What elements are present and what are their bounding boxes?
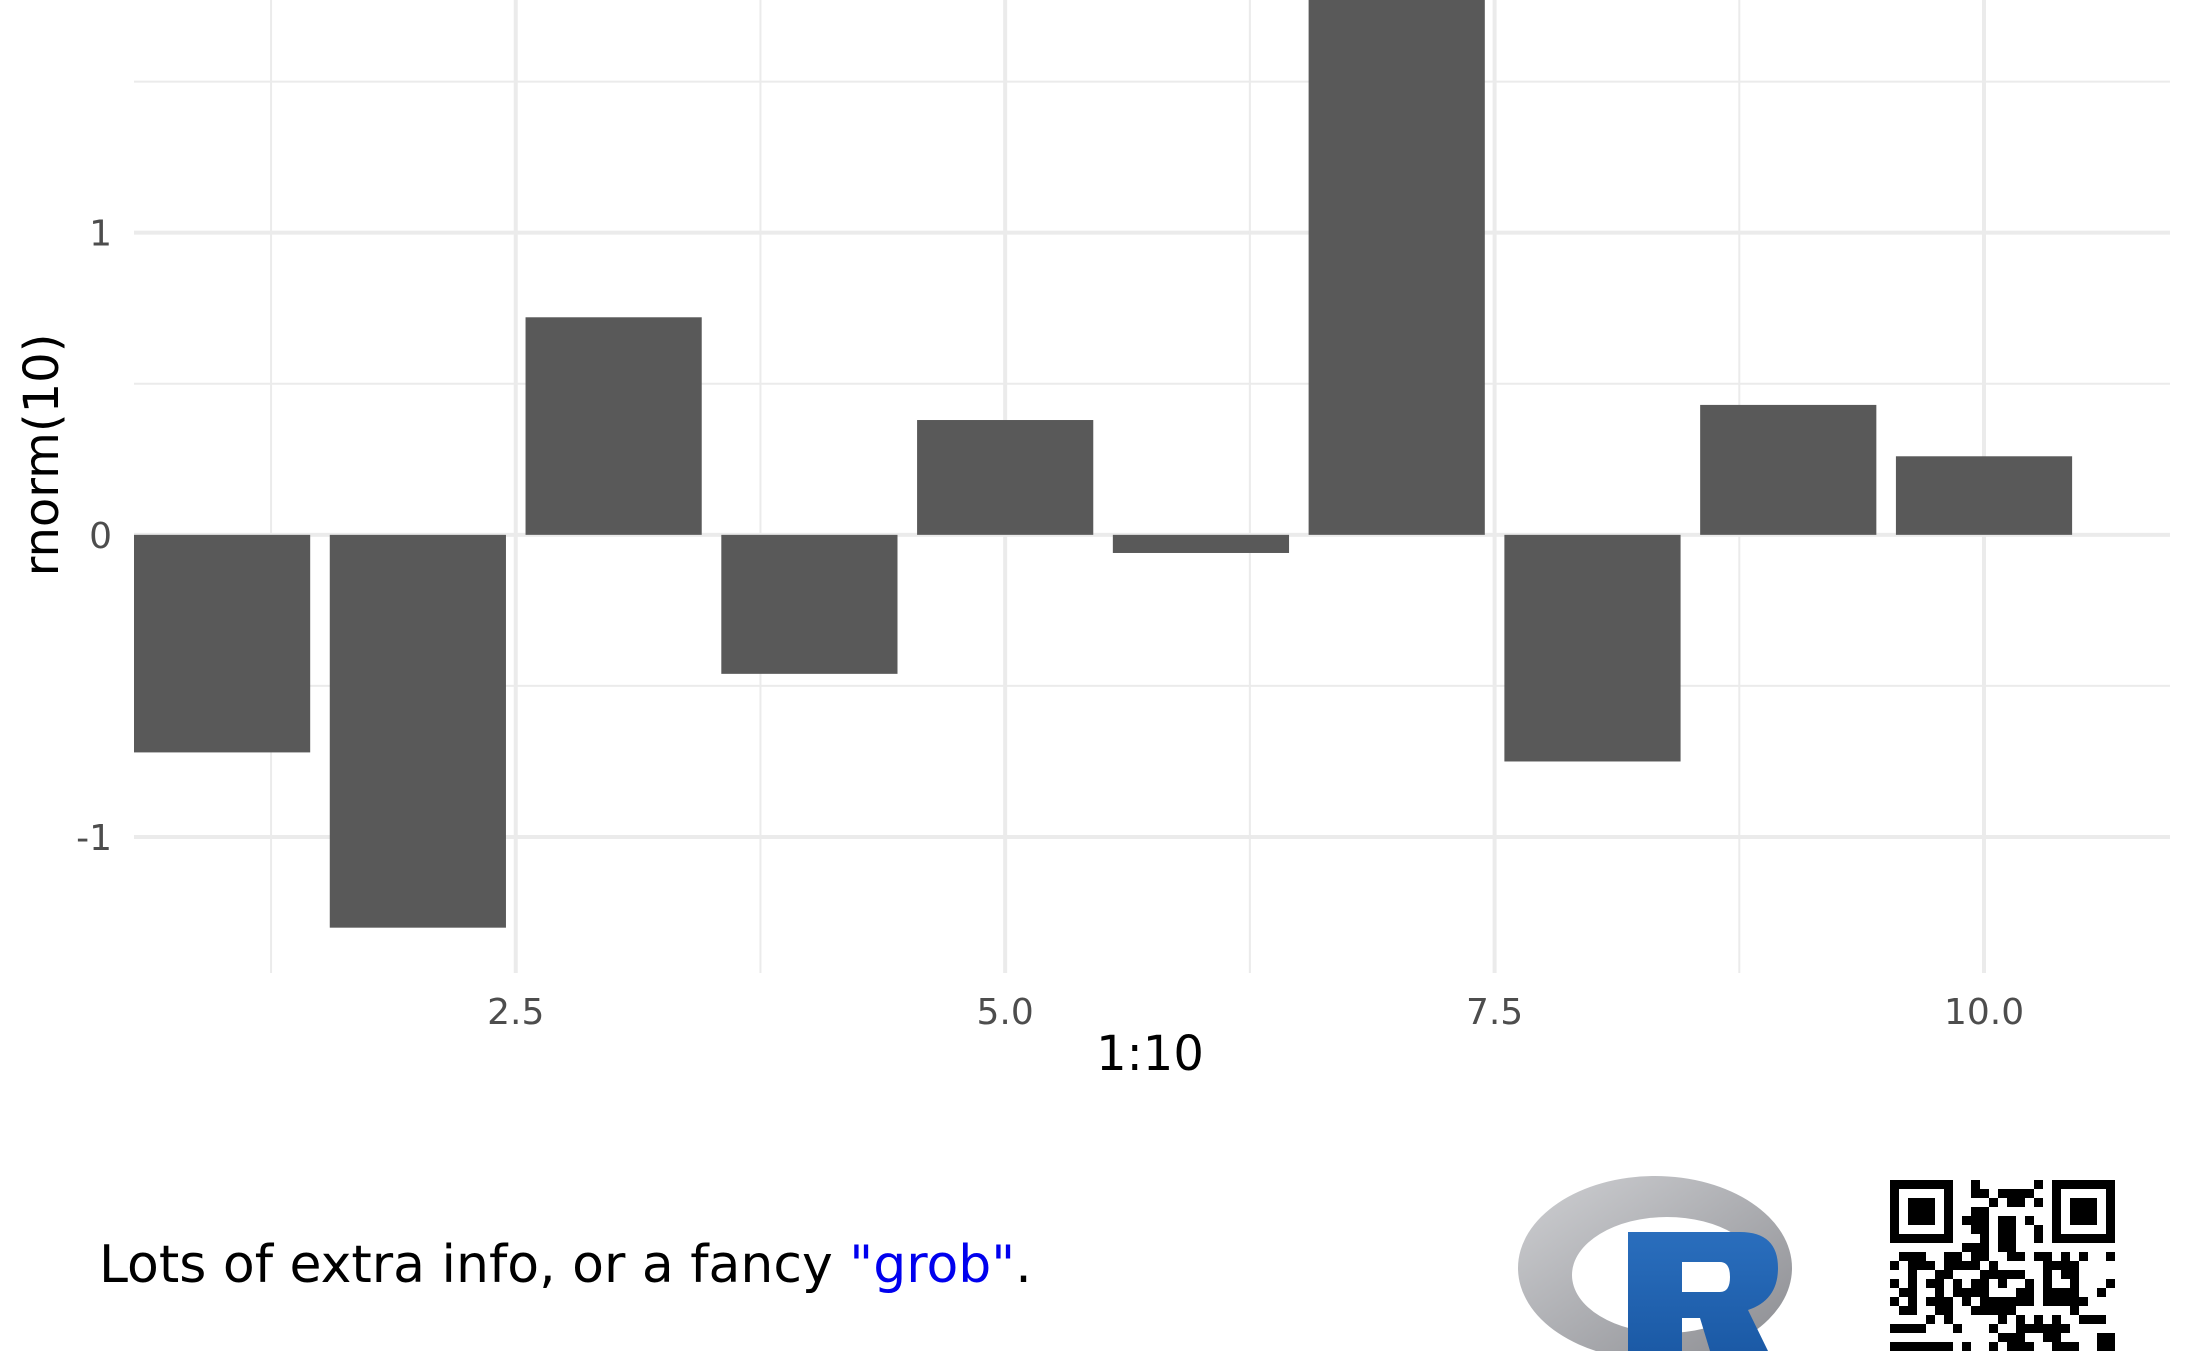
x-tick-label: 5.0 [977, 992, 1034, 1033]
bar-8 [1504, 534, 1681, 762]
bar-1 [134, 534, 311, 753]
x-axis-title: 1:10 [1096, 1026, 1204, 1082]
qr-code-icon [1890, 1180, 2115, 1351]
bar-2 [329, 534, 506, 928]
bar-3 [525, 317, 702, 535]
tick-labels: 2.5 5.0 7.5 10.0 -1 0 1 [76, 214, 2024, 1033]
bar-7 [1308, 0, 1485, 535]
r-logo: R [1518, 1176, 1792, 1351]
y-axis-title: rnorm(10) [14, 334, 70, 577]
x-tick-label: 10.0 [1944, 992, 2024, 1033]
y-tick-label: -1 [76, 818, 112, 859]
caption: Lots of extra info, or a fancy "grob". [99, 1235, 1032, 1295]
caption-highlight: "grob" [849, 1235, 1016, 1295]
bar-5 [917, 420, 1094, 535]
y-tick-label: 0 [89, 516, 112, 557]
x-tick-label: 2.5 [487, 992, 544, 1033]
bar-6 [1112, 534, 1290, 553]
bar-10 [1895, 456, 2073, 535]
caption-text: Lots of extra info, or a fancy [99, 1235, 850, 1295]
bar-9 [1700, 404, 1877, 535]
caption-end: . [1015, 1235, 1032, 1295]
bars [134, 0, 2073, 928]
x-tick-label: 7.5 [1466, 992, 1523, 1033]
bar-4 [721, 534, 898, 674]
y-tick-label: 1 [89, 214, 112, 255]
